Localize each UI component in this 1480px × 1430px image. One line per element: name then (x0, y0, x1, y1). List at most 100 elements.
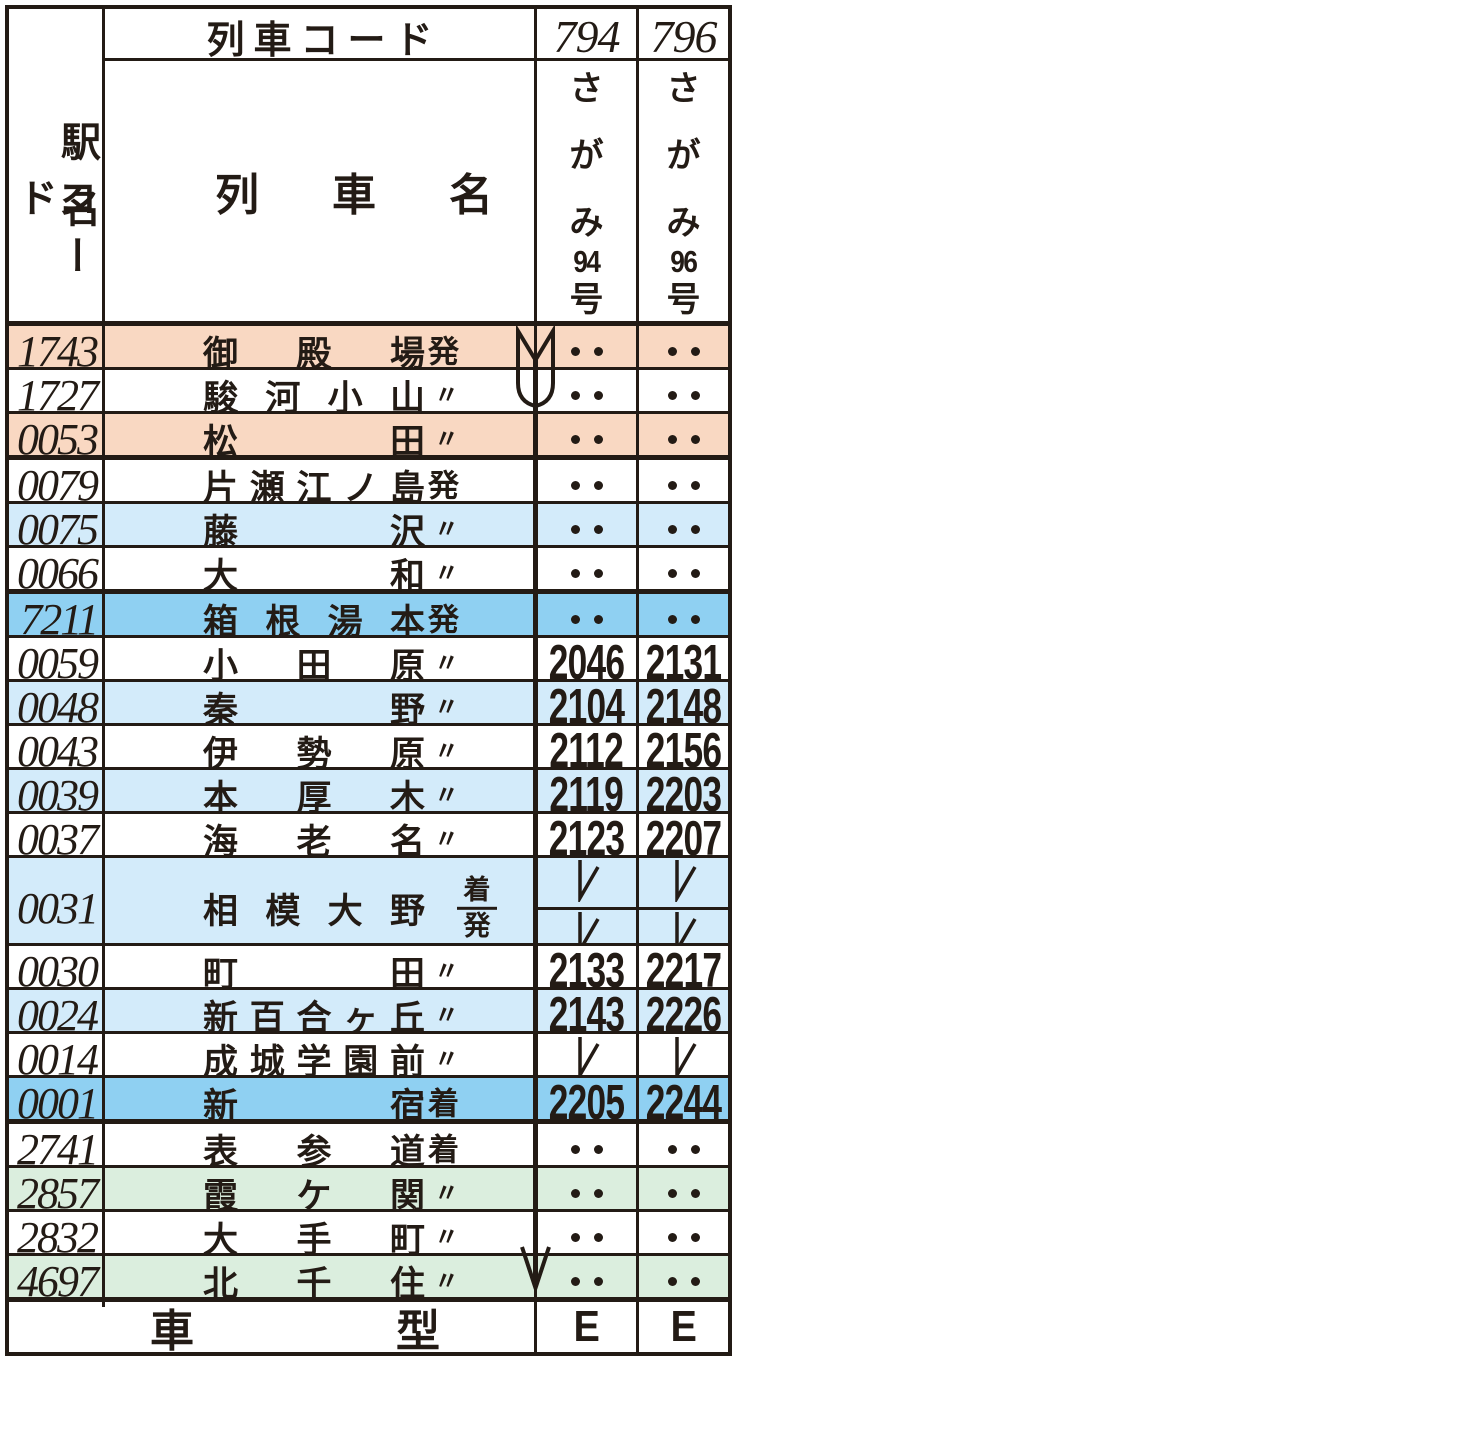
station-code: 0037 (17, 815, 99, 864)
station-name-char: 新 (203, 999, 239, 1038)
station-name: 箱根湯本 (203, 594, 425, 645)
no-service-dots-icon (667, 1277, 700, 1286)
station-name-cell: 御 殿 場発 (102, 326, 534, 377)
station-name-char: 山 (389, 379, 425, 418)
train-name-char: さ (569, 70, 604, 108)
train-name-label: 列車名 (105, 61, 534, 321)
station-name: 伊勢原 (203, 726, 425, 777)
station-name-char: 新 (203, 1087, 239, 1126)
station-name-cell: 海 老 名〃 (102, 814, 534, 865)
no-service-dots-icon (667, 615, 700, 624)
station-code: 0024 (17, 991, 99, 1040)
station-row: 1743 御 殿 場発 (9, 326, 728, 377)
station-code-header-text-left: コード (12, 177, 96, 293)
station-name-char: 大 (203, 557, 239, 596)
station-name-char: 和 (389, 557, 425, 596)
time-value: 2112 (549, 724, 624, 778)
station-name-char: 表 (203, 1133, 239, 1172)
station-code: 0053 (17, 415, 99, 464)
arrdep-marker: 〃 (434, 381, 460, 409)
train-code-label: 列車コード (206, 20, 442, 62)
time-cell (636, 1212, 728, 1263)
time-value: 2131 (645, 636, 722, 690)
train-name-char: み (666, 204, 701, 243)
no-service-dots-icon (570, 615, 603, 624)
station-name-char: 町 (203, 955, 239, 994)
arrival-label: 着 (463, 874, 491, 905)
station-rows: 1743 御殿場発 1727 駿河小山〃 0053 松田〃 0079 片瀬江ノ島発 0075 藤沢… (9, 326, 728, 1307)
station-name-char: 霞 (203, 1177, 239, 1216)
time-cell: 2244 (636, 1078, 728, 1129)
no-service-dots-icon (570, 525, 603, 534)
time-value: 2207 (645, 812, 722, 866)
pass-mark-icon (671, 858, 697, 907)
station-name-char: ノ (343, 469, 379, 508)
train-name-cell: さがみ 96 号 (636, 61, 728, 321)
no-service-dots-icon (667, 525, 700, 534)
station-name-char: 模 (265, 892, 301, 931)
station-name: 北千住 (203, 1256, 425, 1307)
time-cell (636, 414, 728, 465)
departure-label: 発 (463, 911, 491, 941)
arrdep-marker: 〃 (434, 1045, 460, 1073)
station-name-char: 田 (389, 955, 425, 994)
station-name-char: 関 (389, 1177, 425, 1216)
station-row: 0066 大和〃 (9, 548, 728, 599)
station-row: 2832 大 手 町〃 (9, 1212, 728, 1263)
header-right: 列車コード 794 796 列車名 さがみ 94 号 さがみ 96 号 (102, 9, 728, 321)
station-name: 大和 (203, 548, 425, 599)
train-name-char: さ (666, 70, 701, 108)
car-type-row: 車型 E E (9, 1302, 728, 1356)
train-code-796: 796 (650, 11, 718, 62)
station-name-char: 松 (203, 423, 239, 462)
time-cell (636, 460, 728, 511)
station-code: 0079 (17, 461, 99, 510)
station-name-char: 原 (389, 735, 425, 774)
train-code-row: 列車コード 794 796 (105, 9, 728, 64)
train-name-char: み (569, 204, 604, 243)
time-cell: 2156 (636, 726, 728, 777)
label-char: 型 (396, 1307, 440, 1356)
station-code: 0001 (17, 1079, 99, 1128)
station-name-char: 島 (389, 469, 425, 508)
station-code: 0066 (17, 549, 99, 598)
station-name-cell: 松田〃 (102, 414, 534, 465)
station-code: 2832 (17, 1213, 99, 1262)
station-name-char: 北 (203, 1265, 239, 1304)
station-name-char: 本 (389, 603, 425, 642)
station-code: 0031 (17, 884, 99, 933)
station-row: 0030 町田〃 2133 2217 (9, 946, 728, 997)
time-cell: 2207 (636, 814, 728, 865)
station-code: 2741 (17, 1125, 99, 1174)
time-cell: 2205 (534, 1078, 636, 1129)
time-cell: 2143 (534, 990, 636, 1041)
time-value: 2226 (645, 988, 722, 1042)
station-name-char: 片 (203, 469, 239, 508)
station-row: 0039 本 厚 木〃 2119 2203 (9, 770, 728, 821)
station-name-cell: 相模大野着発 (102, 858, 534, 959)
time-cell (636, 326, 728, 377)
station-code-header-text-right: 駅名 (55, 121, 99, 253)
station-name: 町田 (203, 946, 425, 997)
time-cell (636, 370, 728, 421)
station-name-char: 千 (296, 1265, 332, 1304)
pass-mark-icon (671, 1035, 697, 1084)
time-cell: 2131 (636, 638, 728, 689)
train-name-row: 列車名 さがみ 94 号 さがみ 96 号 (105, 61, 728, 321)
arrdep-marker: 〃 (434, 957, 460, 985)
station-name-char: 丘 (389, 999, 425, 1038)
station-name-char: 田 (389, 423, 425, 462)
arrdep-marker: 〃 (434, 1223, 460, 1251)
station-name: 霞ケ関 (203, 1168, 425, 1219)
station-code: 2857 (17, 1169, 99, 1218)
time-cell (636, 504, 728, 555)
station-name-char: 河 (265, 379, 301, 418)
station-row: 0001 新宿着 2205 2244 (9, 1078, 728, 1129)
label-char: 名 (449, 171, 493, 220)
station-name-cell: 新宿着 (102, 1078, 534, 1129)
station-name-char: 小 (203, 647, 239, 686)
station-name-cell: 駿河小山〃 (102, 370, 534, 421)
station-name-char: 場 (389, 335, 425, 374)
station-row: 0037 海 老 名〃 2123 2207 (9, 814, 728, 865)
